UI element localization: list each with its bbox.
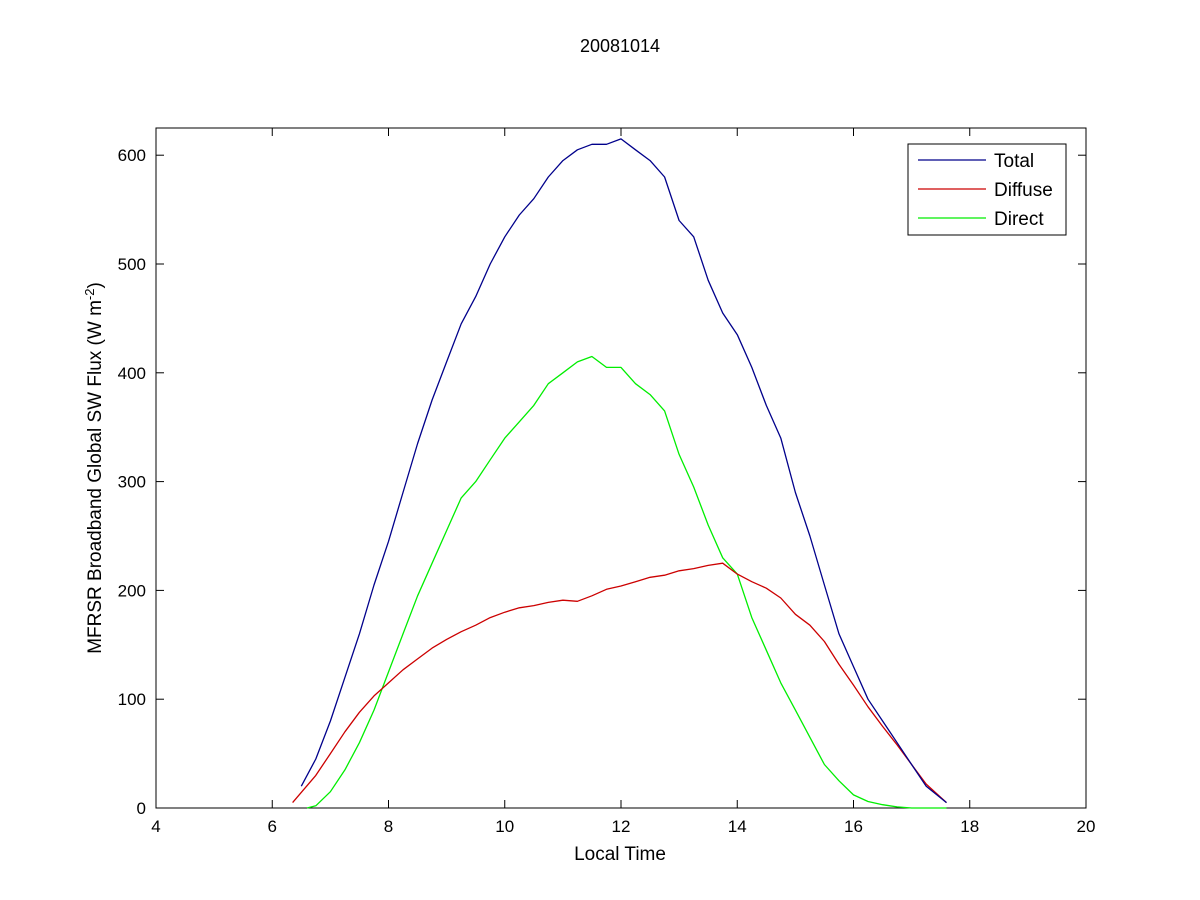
x-tick-label: 4 [151,817,160,836]
x-tick-label: 6 [268,817,277,836]
y-tick-label: 200 [118,581,146,600]
y-axis-label-close: ) [85,282,106,288]
x-tick-label: 16 [844,817,863,836]
x-tick-label: 14 [728,817,747,836]
y-tick-label: 300 [118,473,146,492]
legend: Total Diffuse Direct [907,143,1067,236]
y-axis-label: MFRSR Broadband Global SW Flux (W m-2) [82,282,106,654]
series-layer [292,138,947,809]
x-tick-label: 18 [960,817,979,836]
x-axis-label: Local Time [574,844,666,865]
y-axis-label-superscript: -2 [82,289,97,301]
x-tick-label: 20 [1077,817,1096,836]
chart-title: 20081014 [580,36,660,56]
x-tick-label: 8 [384,817,393,836]
y-tick-label: 500 [118,255,146,274]
y-tick-label: 0 [137,799,146,818]
y-tick-label: 400 [118,364,146,383]
legend-label-diffuse: Diffuse [994,180,1053,201]
series-line-direct [306,355,947,809]
legend-label-direct: Direct [994,209,1044,230]
legend-label-total: Total [994,151,1034,172]
y-tick-label: 100 [118,690,146,709]
series-line-diffuse [292,562,947,804]
x-tick-label: 10 [495,817,514,836]
y-axis-label-main: MFRSR Broadband Global SW Flux (W m [85,300,106,654]
plot-area [155,127,1087,809]
y-tick-label: 600 [118,146,146,165]
x-tick-label: 12 [612,817,631,836]
series-line-total [300,138,947,804]
